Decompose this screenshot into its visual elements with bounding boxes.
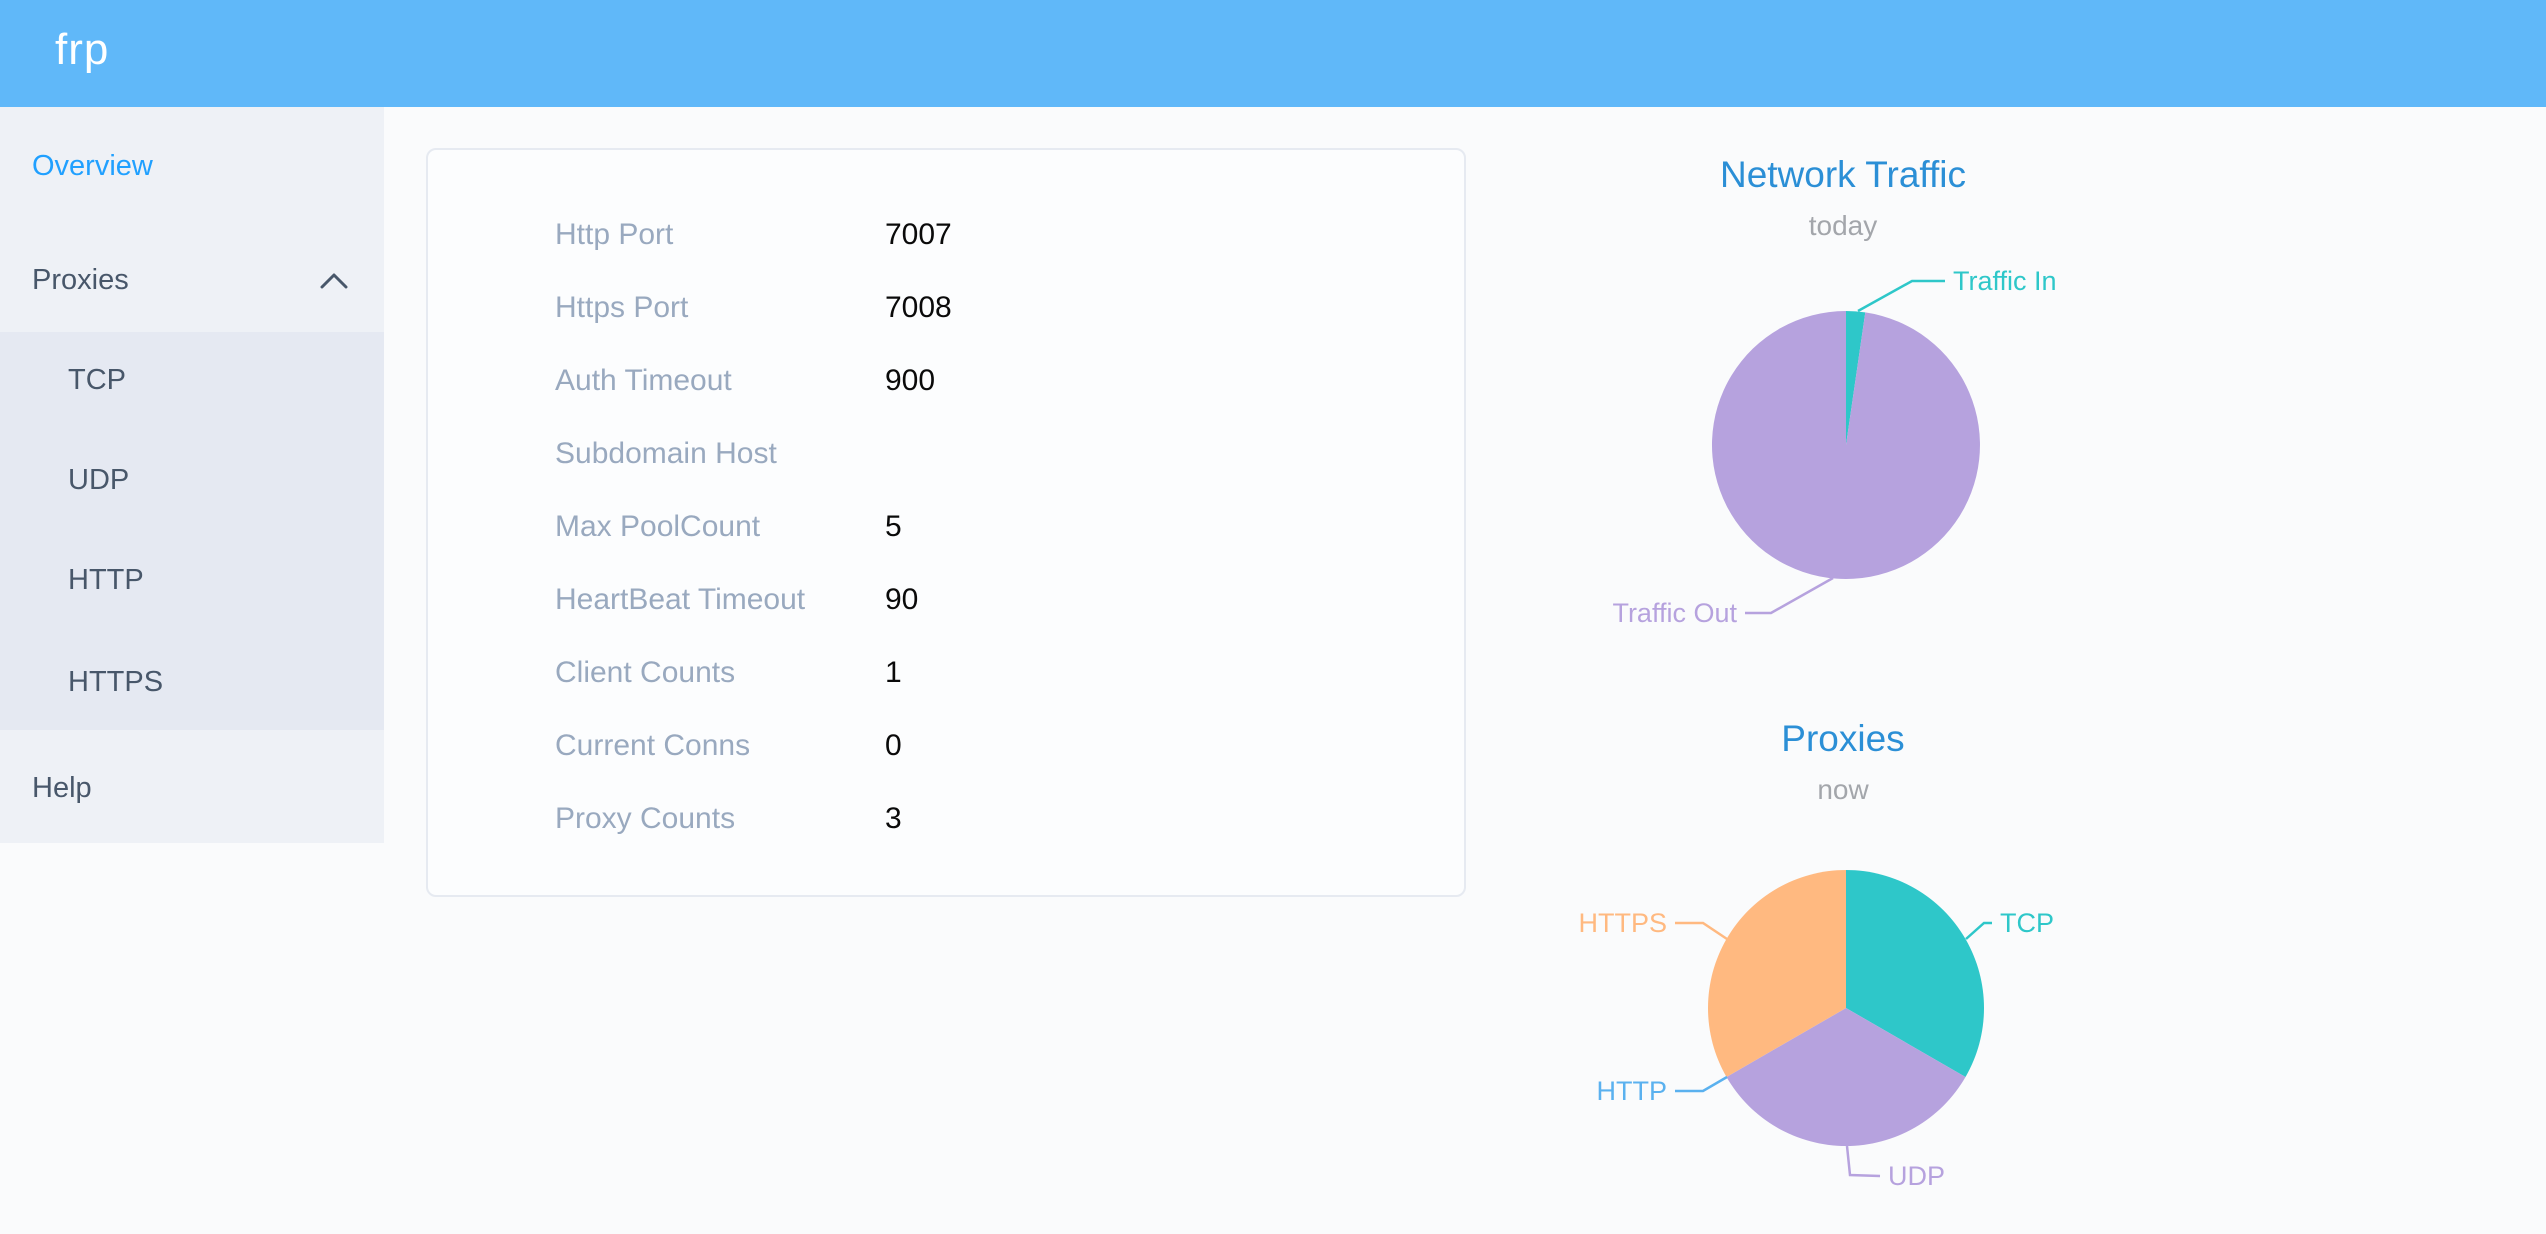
pie-label-http: HTTP (1597, 1076, 1668, 1106)
config-value: 90 (885, 582, 919, 616)
traffic-in-leader-line (1857, 279, 1945, 313)
traffic-out-leader-line (1745, 576, 1834, 615)
config-label: HeartBeat Timeout (555, 582, 806, 616)
config-row-heartbeat-timeout: HeartBeat Timeout 90 (428, 563, 1464, 636)
config-row-subdomain-host: Subdomain Host (428, 417, 1464, 490)
app-logo: frp (55, 25, 110, 74)
config-label: Auth Timeout (555, 363, 732, 397)
network-traffic-pie[interactable] (1711, 311, 1980, 579)
config-row-client-counts: Client Counts 1 (428, 636, 1464, 709)
config-row-proxy-counts: Proxy Counts 3 (428, 782, 1464, 855)
pie-label-udp: UDP (1888, 1161, 1945, 1191)
sidebar-item-label: Overview (32, 150, 153, 182)
config-value: 7007 (885, 217, 952, 251)
config-label: Http Port (555, 217, 674, 251)
pie-label-https: HTTPS (1578, 908, 1667, 938)
https-leader-line (1675, 921, 1728, 941)
config-label: Subdomain Host (555, 436, 777, 470)
chevron-up-icon[interactable] (320, 272, 348, 289)
config-label: Proxy Counts (555, 801, 736, 835)
pie-slice-tcp[interactable] (1846, 870, 1984, 1077)
sidebar-item-overview[interactable]: Overview (0, 138, 384, 194)
config-value: 0 (885, 728, 902, 762)
config-label: Max PoolCount (555, 509, 761, 543)
proxies-chart: Proxies now TCP UDP HTTP HTTPS (1493, 690, 2193, 1234)
config-value: 900 (885, 363, 936, 397)
proxies-pie[interactable] (1708, 870, 1984, 1146)
pie-slice-https[interactable] (1708, 870, 1846, 1077)
sidebar-nav: Overview Proxies TCP UDP HTTP HTTPS Help (0, 107, 384, 843)
config-row-max-poolcount: Max PoolCount 5 (428, 490, 1464, 563)
pie-label-traffic-in: Traffic In (1953, 266, 2057, 296)
config-value: 5 (885, 509, 902, 543)
config-label: Client Counts (555, 655, 736, 689)
config-label: Current Conns (555, 728, 751, 762)
sidebar-item-label: Help (32, 772, 92, 804)
sidebar-item-help[interactable]: Help (0, 760, 384, 816)
config-row-http-port: Http Port 7007 (428, 198, 1464, 271)
sidebar-item-http[interactable]: HTTP (68, 564, 144, 596)
config-value: 3 (885, 801, 902, 835)
top-header-bar: frp (0, 0, 2546, 107)
udp-leader-line (1845, 1145, 1881, 1178)
http-leader-line (1675, 1075, 1728, 1093)
pie-slice-traffic-out[interactable] (1711, 311, 1980, 579)
config-row-auth-timeout: Auth Timeout 900 (428, 344, 1464, 417)
sidebar-item-https[interactable]: HTTPS (68, 666, 164, 698)
pie-label-traffic-out: Traffic Out (1612, 598, 1737, 628)
chart-subtitle: now (1817, 774, 1869, 805)
chart-title: Network Traffic (1719, 154, 1967, 195)
sidebar-item-udp[interactable]: UDP (68, 464, 130, 496)
network-traffic-chart: Network Traffic today Traffic In Traffic… (1493, 150, 2193, 690)
sidebar-item-label: Proxies (32, 264, 129, 296)
proxies-submenu: TCP UDP HTTP HTTPS (0, 332, 384, 730)
config-row-current-conns: Current Conns 0 (428, 709, 1464, 782)
config-row-https-port: Https Port 7008 (428, 271, 1464, 344)
tcp-leader-line (1965, 921, 1992, 940)
config-value: 7008 (885, 290, 952, 324)
config-label: Https Port (555, 290, 689, 324)
chart-subtitle: today (1808, 210, 1878, 241)
server-config-card: Http Port 7007 Https Port 7008 Auth Time… (426, 148, 1466, 897)
sidebar-item-tcp[interactable]: TCP (68, 364, 126, 396)
pie-label-tcp: TCP (2000, 908, 2054, 938)
sidebar-item-proxies[interactable]: Proxies (0, 252, 384, 308)
config-value: 1 (885, 655, 902, 689)
chart-title: Proxies (1781, 718, 1905, 759)
pie-slice-udp[interactable] (1726, 1008, 1966, 1146)
pie-slice-traffic-in[interactable] (1846, 311, 1866, 445)
